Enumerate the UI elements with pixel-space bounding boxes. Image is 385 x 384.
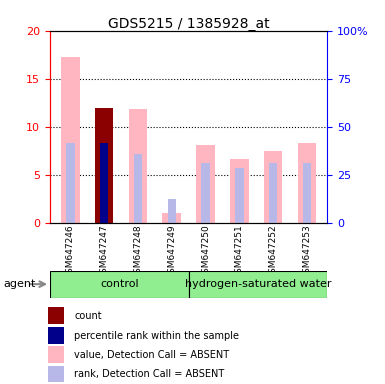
Bar — [61, 56, 80, 223]
Bar — [298, 143, 316, 223]
Bar — [269, 163, 277, 223]
Bar — [48, 327, 64, 344]
FancyBboxPatch shape — [50, 271, 189, 298]
Bar — [162, 213, 181, 223]
Bar — [264, 151, 283, 223]
Bar — [235, 168, 244, 223]
FancyBboxPatch shape — [189, 271, 327, 298]
Text: rank, Detection Call = ABSENT: rank, Detection Call = ABSENT — [74, 369, 224, 379]
Text: hydrogen-saturated water: hydrogen-saturated water — [185, 279, 331, 289]
Text: percentile rank within the sample: percentile rank within the sample — [74, 331, 239, 341]
Bar — [303, 163, 311, 223]
Text: value, Detection Call = ABSENT: value, Detection Call = ABSENT — [74, 350, 229, 360]
Bar — [129, 109, 147, 223]
Text: control: control — [100, 279, 139, 289]
Bar — [134, 154, 142, 223]
Bar — [48, 366, 64, 382]
Text: count: count — [74, 311, 102, 321]
Bar — [95, 108, 114, 223]
Bar — [66, 143, 75, 223]
Bar — [48, 346, 64, 363]
Bar — [196, 145, 215, 223]
Bar — [100, 143, 108, 223]
Text: GDS5215 / 1385928_at: GDS5215 / 1385928_at — [108, 17, 270, 31]
Bar — [167, 199, 176, 223]
Bar — [230, 159, 249, 223]
Bar — [48, 307, 64, 324]
Bar — [201, 163, 210, 223]
Text: agent: agent — [4, 279, 36, 289]
